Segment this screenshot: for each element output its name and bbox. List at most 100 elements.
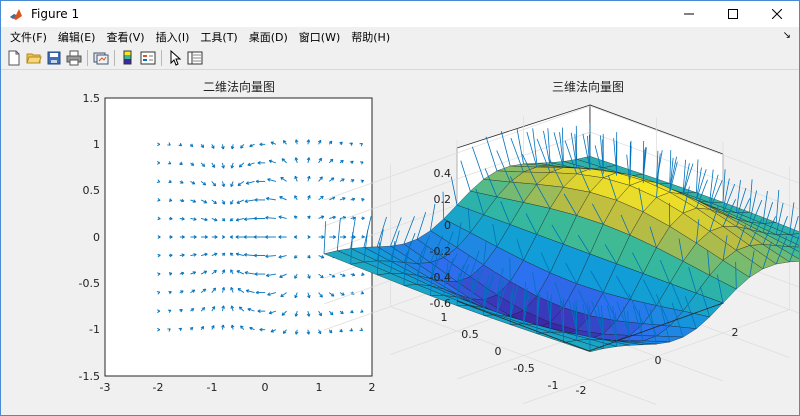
normal-vector <box>403 216 415 245</box>
normal-vector <box>469 269 484 299</box>
normal-vector <box>483 271 496 301</box>
quiver-arrow <box>294 292 298 299</box>
quiver-arrow <box>211 181 217 187</box>
menu-edit[interactable]: 编辑(E) <box>57 31 96 44</box>
quiver-arrow <box>211 287 217 293</box>
x-tick-label: 1 <box>316 381 323 394</box>
normal-vector <box>376 229 384 261</box>
normal-vector <box>696 179 708 209</box>
normal-vector <box>456 222 462 248</box>
normal-vector <box>323 221 327 254</box>
new-figure-button[interactable] <box>4 48 24 68</box>
quiver-arrow <box>157 198 161 202</box>
insert-colorbar-button[interactable] <box>118 48 138 68</box>
z-tick-label: -0.2 <box>430 245 451 258</box>
quiver-arrow <box>221 162 225 169</box>
normal-vector <box>749 250 755 278</box>
quiver-arrow <box>318 273 324 279</box>
quiver-arrow <box>200 326 205 330</box>
normal-vector <box>560 300 564 336</box>
normal-vector <box>642 149 646 184</box>
y-tick-label: -1 <box>89 323 100 336</box>
quiver-arrow <box>190 199 197 203</box>
minimize-button[interactable] <box>667 1 711 27</box>
normal-vector <box>709 169 714 203</box>
quiver-arrow <box>157 253 161 258</box>
quiver-arrow <box>278 235 287 239</box>
x-tick-label: -2 <box>576 384 587 397</box>
menu-view[interactable]: 查看(V) <box>106 31 145 44</box>
quiver-arrow <box>211 217 218 222</box>
normal-vector <box>390 217 402 247</box>
quiver-arrow <box>329 215 336 220</box>
quiver-arrow <box>179 290 184 294</box>
normal-vector <box>543 130 551 167</box>
quiver-arrow <box>243 235 255 239</box>
link-plot-button[interactable] <box>91 48 111 68</box>
normal-vector <box>735 179 741 213</box>
menu-help[interactable]: 帮助(H) <box>351 31 391 44</box>
quiver-arrow <box>267 292 276 296</box>
dock-arrow-icon[interactable]: ↘ <box>782 30 791 41</box>
title-bar: Figure 1 <box>1 1 799 27</box>
quiver-arrow <box>179 253 185 257</box>
quiver-arrow <box>211 269 217 275</box>
quiver-arrow <box>339 235 347 239</box>
normal-vector <box>709 174 719 207</box>
property-inspector-button[interactable] <box>185 48 205 68</box>
axes-3d-title: 三维法向量图 <box>552 79 624 94</box>
print-figure-button[interactable] <box>64 48 84 68</box>
quiver-arrow <box>249 326 255 331</box>
menu-insert[interactable]: 插入(I) <box>155 31 190 44</box>
normal-vector <box>649 226 657 248</box>
quiver-arrow <box>190 181 196 185</box>
normal-vector <box>606 305 617 341</box>
edit-plot-button[interactable] <box>165 48 185 68</box>
toolbar <box>1 47 799 70</box>
normal-vector <box>416 212 427 240</box>
quiver-arrow <box>211 306 216 312</box>
normal-vector <box>590 270 604 293</box>
insert-legend-button[interactable] <box>138 48 158 68</box>
axes-3d[interactable]: 三维法向量图 0.4 0.2 0 -0.2 - <box>323 79 799 405</box>
normal-vector <box>565 263 578 284</box>
quiver-arrow <box>211 144 215 149</box>
quiver-arrow <box>157 216 161 221</box>
menu-file[interactable]: 文件(F) <box>10 31 47 44</box>
quiver-arrow <box>179 235 185 239</box>
open-file-button[interactable] <box>24 48 44 68</box>
y-tick-label: -0.5 <box>513 362 534 375</box>
menu-desktop[interactable]: 桌面(D) <box>248 31 288 44</box>
normal-vector <box>629 142 631 176</box>
quiver-arrow <box>328 140 333 145</box>
close-button[interactable] <box>755 1 799 27</box>
maximize-button[interactable] <box>711 1 755 27</box>
quiver-arrow <box>350 197 356 202</box>
axes-2d-title: 二维法向量图 <box>203 79 275 94</box>
normal-vector <box>350 216 356 249</box>
normal-vector <box>722 178 730 211</box>
link-plot-icon <box>93 52 109 65</box>
normal-vector <box>443 262 449 296</box>
normal-vector <box>526 131 538 168</box>
quiver-arrow <box>244 271 255 275</box>
quiver-arrow <box>157 272 161 276</box>
quiver-arrow <box>282 329 287 334</box>
normal-vector <box>390 230 400 262</box>
normal-vector <box>568 297 578 331</box>
quiver-arrow <box>307 255 311 259</box>
quiver-arrow <box>280 292 287 298</box>
quiver-arrow <box>280 176 287 182</box>
quiver-arrow <box>278 215 287 219</box>
menu-window[interactable]: 窗口(W) <box>298 31 341 44</box>
quiver-arrow <box>169 253 173 258</box>
z-tick-label: -0.4 <box>430 271 451 284</box>
quiver-arrow <box>221 269 226 275</box>
quiver-arrow <box>281 310 287 316</box>
normal-vector <box>709 180 723 210</box>
axes-2d[interactable]: 二维法向量图 -3 -2 -1 0 1 2 1.5 1 0.5 0 -0.5 -… <box>79 79 376 394</box>
x-tick-label: -2 <box>153 381 164 394</box>
normal-vector <box>469 270 480 302</box>
menu-tools[interactable]: 工具(T) <box>200 31 238 44</box>
save-figure-button[interactable] <box>44 48 64 68</box>
